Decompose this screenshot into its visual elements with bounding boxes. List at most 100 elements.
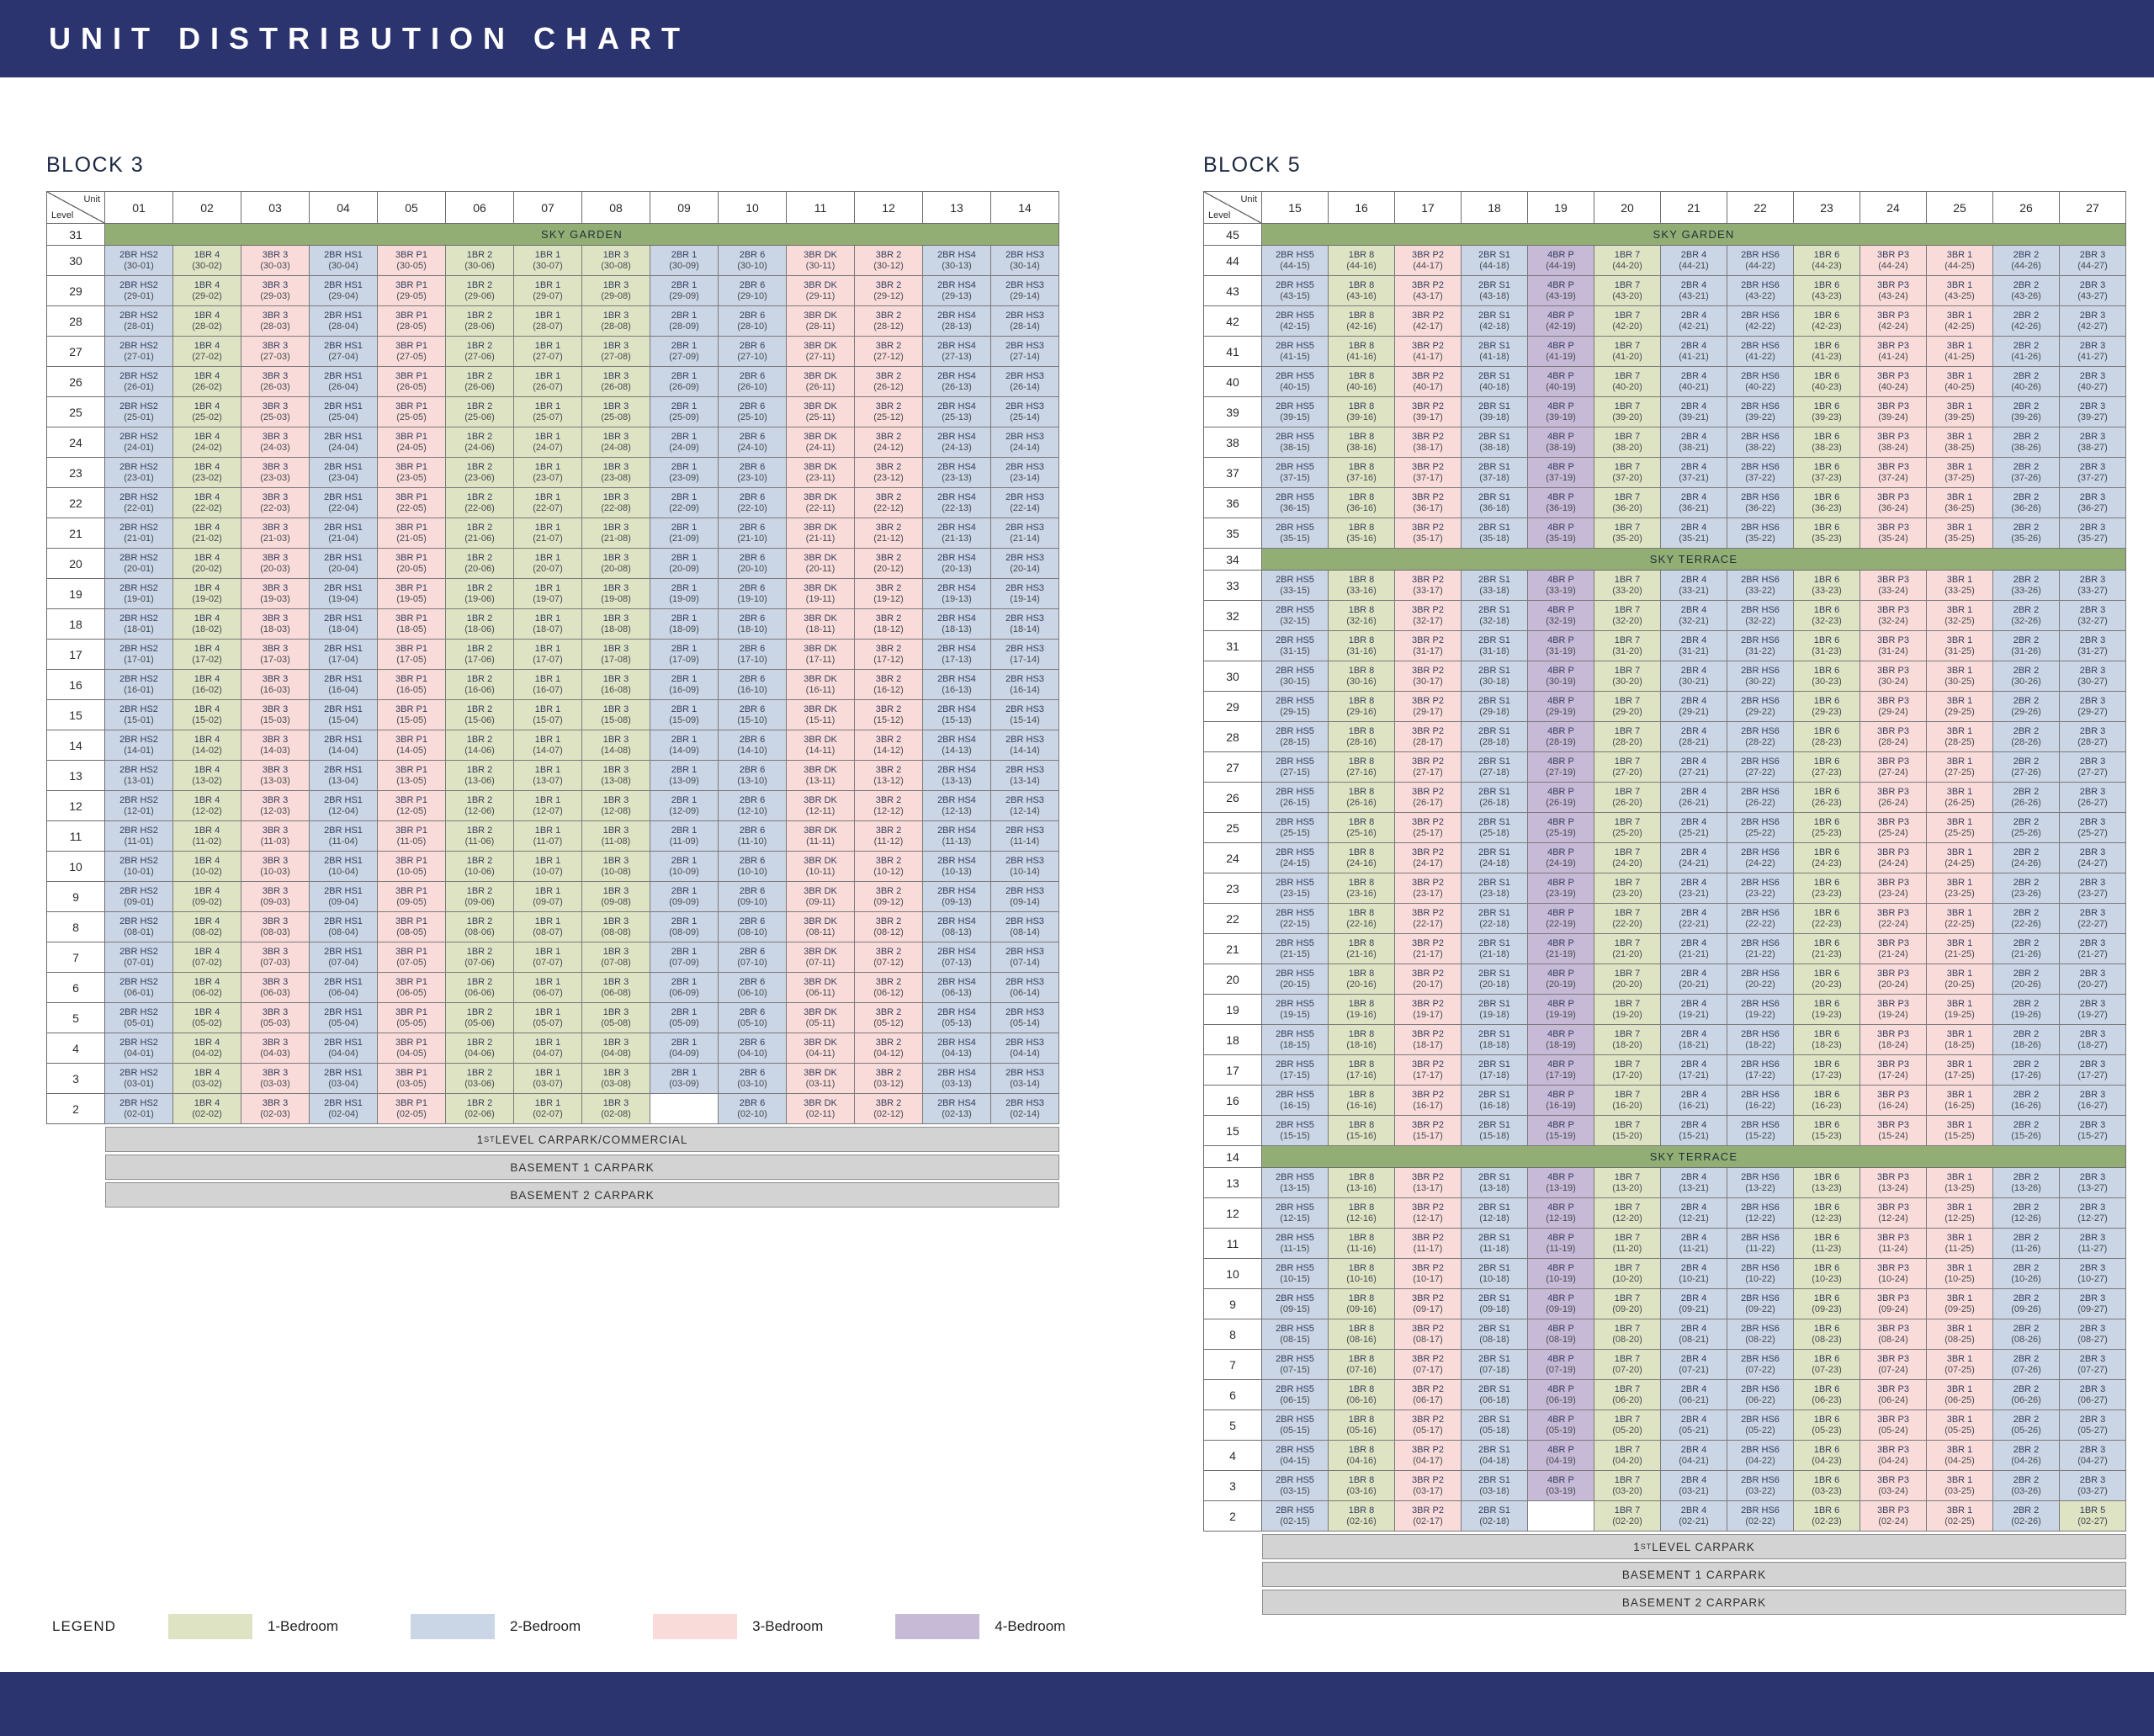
unit-type: 3BR P3 <box>1877 249 1909 260</box>
unit-cell: 2BR 3 (40-27) <box>2060 367 2126 397</box>
unit-cell: 2BR 6 (29-10) <box>719 276 787 306</box>
unit-number: (12-09) <box>669 805 699 816</box>
unit-number: (07-07) <box>533 957 563 968</box>
unit-cell: 3BR 2 (06-12) <box>855 973 923 1003</box>
unit-number: (06-20) <box>1612 1394 1642 1405</box>
unit-type: 3BR P3 <box>1877 665 1909 676</box>
bottom-navy-bar <box>0 1672 2154 1736</box>
unit-type: 2BR 1 <box>671 279 698 290</box>
level-row: 23 2BR HS5 (23-15) 1BR 8 (23-16) 3BR P2 (23-17… <box>1203 873 2126 904</box>
level-row: 18 2BR HS2 (18-01) 1BR 4 (18-02) 3BR 3 (18-03)… <box>46 609 1059 640</box>
unit-number: (05-08) <box>601 1017 631 1028</box>
unit-cell: 3BR P1 (21-05) <box>378 518 446 549</box>
unit-type: 2BR 3 <box>2079 431 2106 442</box>
unit-cell: 1BR 3 (08-08) <box>582 912 650 942</box>
unit-cell: 3BR P1 (22-05) <box>378 488 446 518</box>
unit-type: 2BR 2 <box>2013 968 2040 979</box>
unit-cell: 3BR DK (27-11) <box>787 337 855 367</box>
unit-number: (40-22) <box>1745 381 1775 392</box>
unit-cell: 1BR 4 (17-02) <box>173 640 241 670</box>
unit-number: (09-04) <box>328 896 358 907</box>
unit-cell: 2BR 6 (21-10) <box>719 518 787 549</box>
unit-type: 2BR 6 <box>739 249 766 260</box>
unit-cell: 4BR P (42-19) <box>1528 306 1594 337</box>
legend-swatch-4br <box>895 1614 980 1639</box>
unit-cell: 2BR HS5 (37-15) <box>1262 458 1329 488</box>
unit-type: 2BR HS1 <box>324 340 363 351</box>
level-cell: 10 <box>46 852 105 882</box>
unit-cell: 2BR HS5 (08-15) <box>1262 1319 1329 1350</box>
unit-cell: 3BR P2 (22-17) <box>1395 904 1462 934</box>
unit-type: 2BR 4 <box>1680 461 1707 472</box>
unit-cell: 1BR 1 (16-07) <box>514 670 582 700</box>
unit-number: (42-25) <box>1944 321 1975 332</box>
unit-type: 2BR HS5 <box>1276 725 1314 736</box>
unit-type: 4BR P <box>1547 1028 1574 1039</box>
unit-number: (08-17) <box>1413 1334 1443 1345</box>
unit-number: (08-09) <box>669 926 699 937</box>
unit-type: 2BR 2 <box>2013 604 2040 615</box>
unit-type: 1BR 3 <box>602 552 629 563</box>
unit-cell: 1BR 5 (02-27) <box>2060 1501 2126 1532</box>
unit-type: 1BR 6 <box>1813 1232 1840 1243</box>
legend-label: LEGEND <box>52 1618 116 1634</box>
unit-type: 2BR HS4 <box>937 401 976 411</box>
unit-cell: 1BR 8 (20-16) <box>1329 964 1395 995</box>
unit-type: 3BR 2 <box>875 582 902 593</box>
unit-number: (08-23) <box>1812 1334 1842 1345</box>
unit-cell: 1BR 7 (03-20) <box>1594 1471 1661 1501</box>
unit-cell: 1BR 4 (30-02) <box>173 246 241 276</box>
unit-number: (10-06) <box>464 866 495 877</box>
unit-number: (10-15) <box>1280 1273 1310 1284</box>
unit-number: (42-24) <box>1878 321 1908 332</box>
unit-cell: 1BR 8 (16-16) <box>1329 1086 1395 1116</box>
unit-cell: 1BR 2 (15-06) <box>446 700 514 730</box>
unit-number: (24-04) <box>328 442 358 453</box>
unit-number: (15-07) <box>533 714 563 725</box>
unit-type: 2BR 2 <box>2013 816 2040 827</box>
unit-cell: 3BR 3 (14-03) <box>241 730 310 761</box>
unit-type: 1BR 2 <box>466 703 493 714</box>
unit-number: (20-17) <box>1413 979 1443 990</box>
unit-cell: 3BR P2 (29-17) <box>1395 692 1462 722</box>
unit-type: 2BR 4 <box>1680 1353 1707 1364</box>
unit-number: (04-04) <box>328 1048 358 1059</box>
unit-cell: 3BR P3 (31-24) <box>1860 631 1927 661</box>
unit-number: (22-07) <box>533 502 563 513</box>
unit-cell: 2BR 2 (27-26) <box>1993 752 2060 783</box>
unit-cell: 1BR 7 (07-20) <box>1594 1350 1661 1380</box>
unit-number: (33-16) <box>1346 585 1377 596</box>
unit-number: (27-13) <box>942 351 972 362</box>
unit-cell: 4BR P (31-19) <box>1528 631 1594 661</box>
unit-cell: 2BR 3 (12-27) <box>2060 1198 2126 1229</box>
unit-type: 1BR 1 <box>534 703 561 714</box>
unit-number: (04-19) <box>1546 1455 1576 1466</box>
unit-type: 3BR DK <box>804 916 837 926</box>
unit-type: 2BR HS1 <box>324 401 363 411</box>
column-header-cell: 09 <box>650 192 719 224</box>
unit-cell: 4BR P (11-19) <box>1528 1229 1594 1259</box>
unit-cell: 3BR P3 (03-24) <box>1860 1471 1927 1501</box>
unit-type: 2BR HS3 <box>1005 613 1044 624</box>
unit-type: 1BR 6 <box>1813 1202 1840 1213</box>
unit-type: 3BR 2 <box>875 1006 902 1017</box>
column-header-cell: 15 <box>1262 192 1329 224</box>
unit-cell: 1BR 4 (04-02) <box>173 1033 241 1064</box>
unit-type: 4BR P <box>1547 634 1574 645</box>
unit-type: 1BR 3 <box>602 946 629 957</box>
unit-type: 2BR HS4 <box>937 491 976 502</box>
unit-number: (06-07) <box>533 987 563 998</box>
unit-number: (23-27) <box>2077 888 2108 899</box>
unit-cell: 2BR 2 (05-26) <box>1993 1410 2060 1441</box>
unit-cell: 2BR HS5 (03-15) <box>1262 1471 1329 1501</box>
unit-number: (37-19) <box>1546 472 1576 483</box>
unit-number: (17-18) <box>1479 1070 1509 1080</box>
unit-type: 3BR 1 <box>1946 665 1973 676</box>
unit-number: (29-27) <box>2077 706 2108 717</box>
unit-number: (39-27) <box>2077 411 2108 422</box>
unit-type: 2BR 6 <box>739 1067 766 1078</box>
unit-number: (10-13) <box>942 866 972 877</box>
unit-number: (09-18) <box>1479 1303 1509 1314</box>
unit-cell: 3BR 3 (23-03) <box>241 458 310 488</box>
unit-number: (06-11) <box>805 987 836 998</box>
